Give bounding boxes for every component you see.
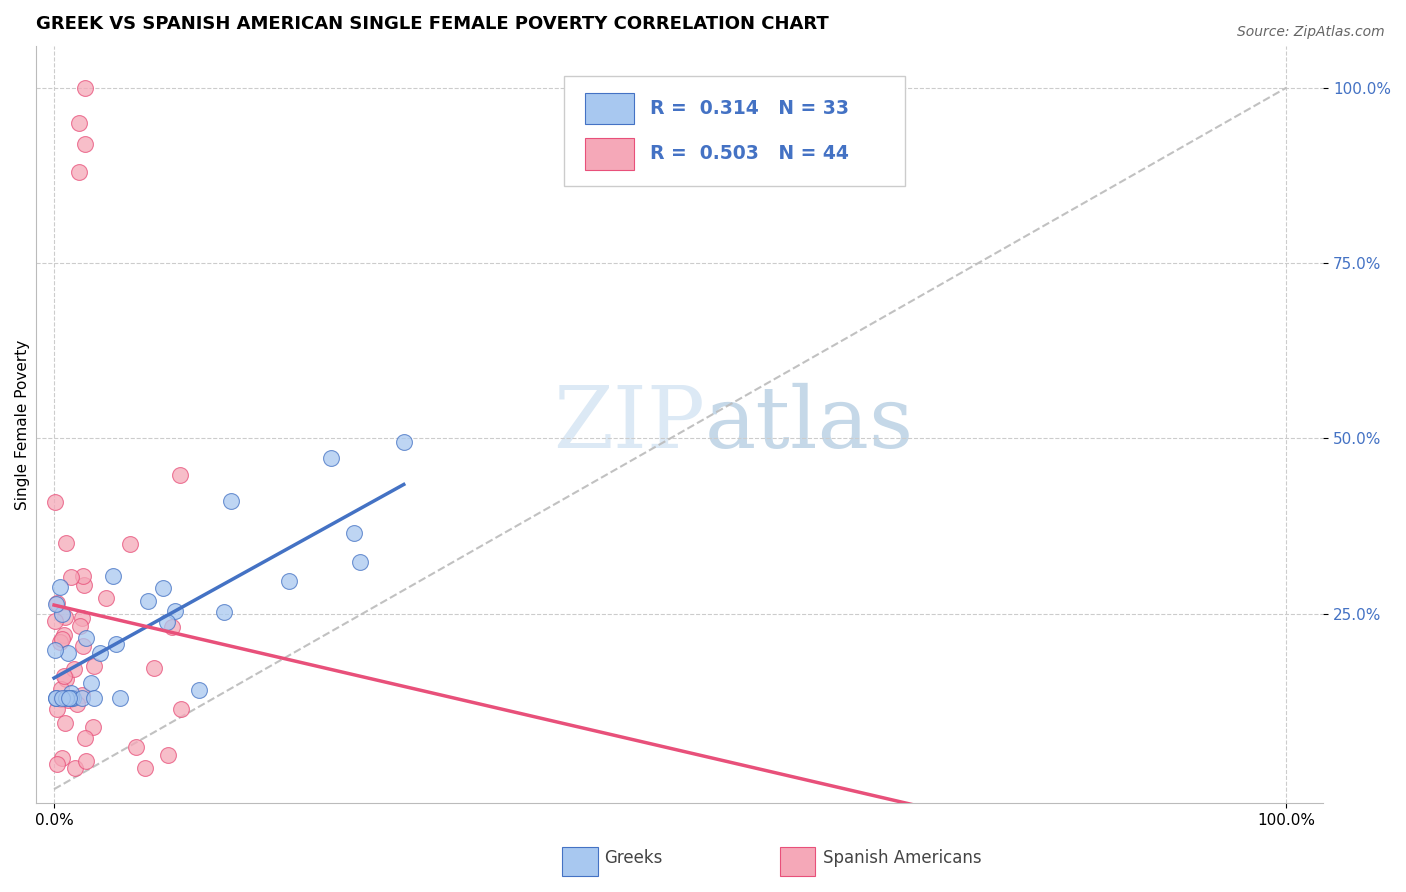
Text: Greeks: Greeks — [605, 849, 664, 867]
Point — [89, 646, 111, 660]
Point — [75, 754, 97, 768]
Point — [72, 569, 94, 583]
Point — [73, 136, 96, 151]
Point — [46, 756, 69, 771]
Point — [51, 632, 73, 646]
FancyBboxPatch shape — [564, 76, 905, 186]
Point — [44, 615, 66, 629]
Point — [83, 659, 105, 673]
Point — [66, 697, 89, 711]
Point — [44, 642, 66, 657]
Point — [73, 578, 96, 592]
Point — [125, 740, 148, 755]
Point — [51, 751, 73, 765]
Point — [70, 611, 93, 625]
Point — [73, 80, 96, 95]
Point — [163, 603, 186, 617]
Y-axis label: Single Female Poverty: Single Female Poverty — [15, 339, 30, 509]
Point — [51, 681, 73, 696]
Point — [63, 761, 86, 775]
Point — [187, 683, 209, 698]
Point — [55, 716, 77, 731]
Point — [49, 634, 72, 648]
Point — [46, 702, 69, 716]
Point — [83, 691, 105, 706]
Point — [58, 646, 80, 660]
Point — [60, 686, 83, 700]
Point — [152, 581, 174, 595]
Point — [157, 747, 180, 762]
Point — [52, 628, 75, 642]
FancyBboxPatch shape — [585, 93, 634, 125]
Point — [49, 580, 72, 594]
Point — [392, 434, 415, 449]
Point — [51, 691, 73, 706]
Point — [319, 450, 342, 465]
Point — [53, 610, 76, 624]
Point — [94, 591, 117, 606]
Point — [70, 691, 93, 706]
Point — [169, 468, 191, 483]
Point — [134, 761, 156, 775]
Point — [104, 637, 127, 651]
Point — [80, 676, 103, 690]
Point — [45, 597, 67, 611]
Point — [72, 639, 94, 653]
Point — [45, 596, 67, 610]
Point — [67, 165, 90, 179]
Point — [103, 569, 125, 583]
Point — [55, 691, 77, 706]
Point — [75, 631, 97, 645]
Point — [108, 691, 131, 706]
Text: ZIP: ZIP — [554, 383, 706, 466]
Point — [51, 607, 73, 621]
Point — [73, 731, 96, 745]
Text: GREEK VS SPANISH AMERICAN SINGLE FEMALE POVERTY CORRELATION CHART: GREEK VS SPANISH AMERICAN SINGLE FEMALE … — [35, 15, 828, 33]
Point — [349, 555, 371, 569]
Point — [62, 691, 84, 706]
Point — [67, 116, 90, 130]
Point — [70, 688, 93, 702]
Point — [55, 536, 77, 550]
Point — [44, 494, 66, 508]
Point — [142, 661, 165, 675]
Point — [59, 570, 82, 584]
Point — [69, 619, 91, 633]
Point — [56, 693, 79, 707]
Point — [45, 691, 67, 706]
Point — [219, 494, 242, 508]
Point — [155, 615, 177, 629]
Point — [53, 669, 76, 683]
Text: R =  0.503   N = 44: R = 0.503 N = 44 — [650, 145, 849, 163]
Point — [162, 620, 184, 634]
Point — [58, 691, 80, 706]
Point — [278, 574, 301, 588]
FancyBboxPatch shape — [585, 138, 634, 169]
Point — [60, 691, 83, 706]
Point — [63, 662, 86, 676]
Text: R =  0.314   N = 33: R = 0.314 N = 33 — [650, 99, 849, 118]
Point — [170, 702, 193, 716]
Point — [214, 605, 236, 619]
Point — [136, 594, 159, 608]
Text: atlas: atlas — [706, 383, 914, 466]
Text: Source: ZipAtlas.com: Source: ZipAtlas.com — [1237, 25, 1385, 39]
Point — [120, 537, 142, 551]
Point — [55, 672, 77, 686]
Text: Spanish Americans: Spanish Americans — [823, 849, 981, 867]
Point — [343, 525, 366, 540]
Point — [49, 692, 72, 706]
Point — [82, 721, 104, 735]
Point — [45, 691, 67, 706]
